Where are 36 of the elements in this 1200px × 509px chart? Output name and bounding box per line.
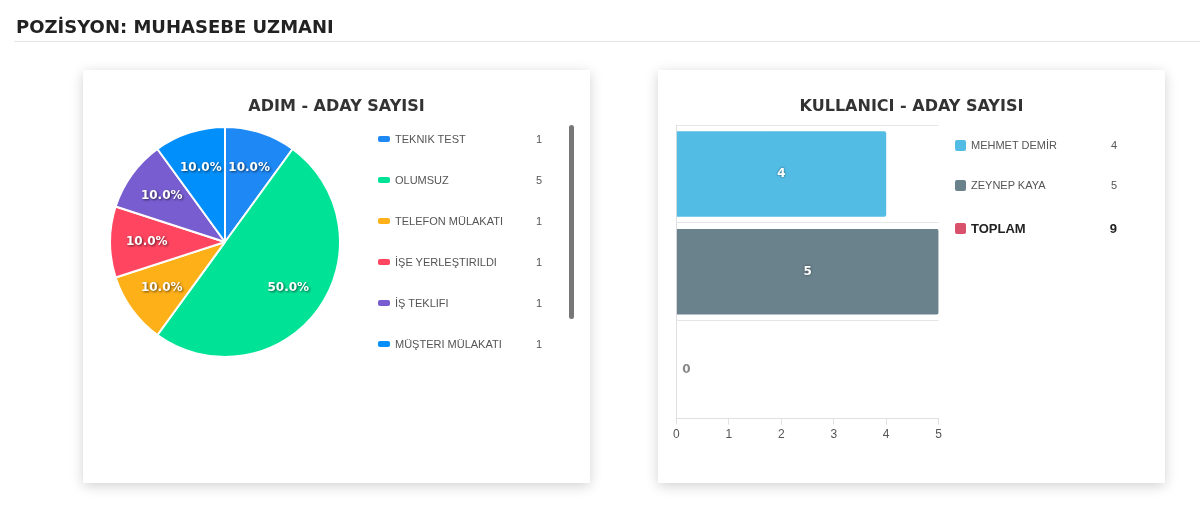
legend-label: OLUMSUZ [395, 174, 450, 186]
text: 1 [535, 215, 542, 227]
legend-label: TELEFON MÜLAKATI [395, 215, 504, 227]
legend-label: İŞ TEKLIFI [395, 297, 450, 309]
data-label: 10.0% [228, 159, 270, 174]
x-tick-label: 2 [777, 427, 785, 442]
text: 5 [535, 174, 542, 186]
x-tick-label: 4 [882, 427, 890, 442]
data-label: 10.0% [140, 188, 183, 203]
legend-label: TOPLAM [971, 220, 1027, 236]
legend-label: İŞE YERLEŞTIRILDI [395, 256, 498, 268]
text: 1 [535, 256, 542, 268]
text: 4 [1110, 139, 1117, 151]
chart-title: KULLANICI - ADAY SAYISI [798, 96, 1025, 115]
data-label: 10.0% [140, 280, 183, 295]
data-label: 50.0% [267, 280, 310, 295]
text: 1 [535, 133, 542, 145]
text: 1 [535, 297, 542, 309]
legend-label: TEKNIK TEST [395, 133, 467, 145]
text: POZİSYON: MUHASEBE UZMANI [16, 16, 334, 37]
x-tick-label: 1 [725, 427, 733, 442]
legend-label: MEHMET DEMİR [971, 139, 1058, 151]
data-label: 10.0% [125, 234, 168, 249]
text: 1 [535, 338, 542, 350]
data-label: 5 [803, 263, 812, 278]
x-tick-label: 3 [830, 427, 838, 442]
legend-label: MÜŞTERI MÜLAKATI [395, 338, 503, 350]
data-label: 4 [777, 166, 786, 181]
text: 9 [1109, 220, 1117, 236]
legend-label: ZEYNEP KAYA [971, 179, 1047, 191]
x-tick-label: 0 [672, 427, 680, 442]
data-label: 0 [682, 361, 691, 376]
chart-title: ADIM - ADAY SAYISI [247, 96, 426, 115]
text: 5 [1110, 179, 1117, 191]
data-label: 10.0% [180, 159, 222, 174]
x-tick-label: 5 [935, 427, 943, 442]
